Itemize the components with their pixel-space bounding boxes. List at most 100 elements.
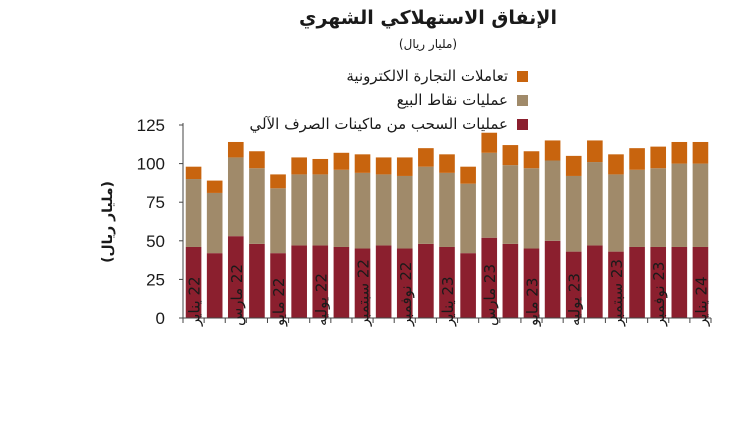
bars <box>185 132 709 318</box>
legend-entry: تعاملات التجارة الالكترونية <box>346 67 508 85</box>
bar-segment <box>544 240 561 318</box>
bar-segment <box>608 154 624 175</box>
bar-segment <box>650 246 667 318</box>
bar-segment <box>502 243 519 318</box>
bar-segment <box>544 140 561 161</box>
bar-segment <box>206 253 223 318</box>
bar-segment <box>460 253 476 318</box>
bar-segment <box>249 243 265 318</box>
bar-segment <box>333 152 350 170</box>
bar-segment <box>565 155 582 176</box>
bar-segment <box>333 169 350 247</box>
y-tick-label: 125 <box>137 116 165 135</box>
x-axis <box>182 317 712 323</box>
x-tick-label: 22 نوفمبر <box>397 262 415 327</box>
legend: تعاملات التجارة الالكترونية عمليات نقاط ا… <box>250 67 528 134</box>
bar-segment <box>291 174 307 246</box>
y-axis: 0 25 50 75 100 125 <box>137 116 184 328</box>
bar-segment <box>587 162 603 246</box>
bar-segment <box>650 168 667 247</box>
bar-segment <box>481 132 498 153</box>
x-tick-label: 22 يناير <box>186 276 204 327</box>
x-tick-label: 23 سبتمبر <box>608 259 626 327</box>
bar-segment <box>544 160 561 241</box>
bar-segment <box>418 148 434 167</box>
bar-segment <box>206 180 223 193</box>
bar-segment <box>206 192 223 254</box>
bar-segment <box>629 169 645 247</box>
bar-segment <box>587 245 603 318</box>
x-tick-labels: 22 يناير 22 مارس 22 مايو 22 يوليه 22 سبتمبر 2… <box>186 259 711 327</box>
bar-segment <box>481 152 498 238</box>
bar-segment <box>270 188 286 254</box>
bar-segment <box>227 236 244 318</box>
bar-segment <box>608 251 624 318</box>
bar-segment <box>460 166 476 184</box>
bar-segment <box>439 246 455 318</box>
y-tick-label: 25 <box>146 270 165 289</box>
bar-segment <box>396 248 413 318</box>
bar-segment <box>650 146 667 169</box>
x-tick-label: 22 مارس <box>228 264 246 326</box>
x-tick-label: 23 نوفمبر <box>650 262 668 327</box>
bar-segment <box>671 163 688 247</box>
bar-segment <box>439 172 455 247</box>
legend-entry: عمليات نقاط البيع <box>397 91 508 109</box>
bar-segment <box>270 253 286 318</box>
bar-segment <box>629 246 645 318</box>
bar-segment <box>185 246 202 318</box>
bar-segment <box>312 158 329 175</box>
bar-segment <box>375 245 392 318</box>
bar-segment <box>565 251 582 318</box>
bar-segment <box>587 140 603 163</box>
bar-segment <box>418 166 434 244</box>
chart-subtitle: (مليار ريال) <box>399 37 457 52</box>
x-tick-label: 22 مايو <box>270 278 288 327</box>
bar-segment <box>396 157 413 176</box>
chart-title: الإنفاق الاستهلاكي الشهري <box>299 7 557 30</box>
bar-segment <box>692 141 709 164</box>
legend-swatch <box>517 71 528 82</box>
x-tick-label: 22 سبتمبر <box>355 259 373 327</box>
bar-segment <box>312 245 329 318</box>
bar-segment <box>185 179 202 247</box>
x-tick-label: 23 مايو <box>523 278 541 327</box>
y-tick-label: 0 <box>156 309 165 328</box>
bar-segment <box>439 154 455 173</box>
y-tick-label: 75 <box>146 193 165 212</box>
bar-segment <box>460 183 476 254</box>
x-tick-label: 23 يناير <box>439 276 457 327</box>
bar-segment <box>418 243 434 318</box>
legend-entry: عمليات السحب من ماكينات الصرف الآلي <box>250 115 509 134</box>
bar-segment <box>249 168 265 244</box>
x-tick-label: 23 مارس <box>481 264 499 326</box>
bar-segment <box>291 245 307 318</box>
bar-segment <box>629 148 645 170</box>
bar-segment <box>291 157 307 175</box>
bar-segment <box>481 237 498 318</box>
bar-segment <box>692 246 709 318</box>
y-axis-label: (مليار ريال) <box>100 181 116 263</box>
legend-swatch <box>517 119 528 130</box>
bar-segment <box>354 248 371 318</box>
bar-segment <box>354 172 371 249</box>
bar-segment <box>312 174 329 246</box>
x-tick-label: 24 يناير <box>692 276 710 327</box>
bar-segment <box>608 174 624 252</box>
y-tick-label: 50 <box>146 232 165 251</box>
bar-segment <box>375 174 392 246</box>
bar-segment <box>227 141 244 158</box>
bar-segment <box>249 151 265 169</box>
x-tick-label: 23 يوليه <box>566 273 584 326</box>
legend-swatch <box>517 95 528 106</box>
bar-segment <box>354 154 371 173</box>
bar-segment <box>375 157 392 175</box>
bar-segment <box>396 175 413 249</box>
bar-segment <box>333 246 350 318</box>
y-tick-label: 100 <box>137 155 165 174</box>
bar-segment <box>502 165 519 244</box>
bar-segment <box>671 246 688 318</box>
bar-segment <box>523 168 540 249</box>
bar-segment <box>565 175 582 252</box>
